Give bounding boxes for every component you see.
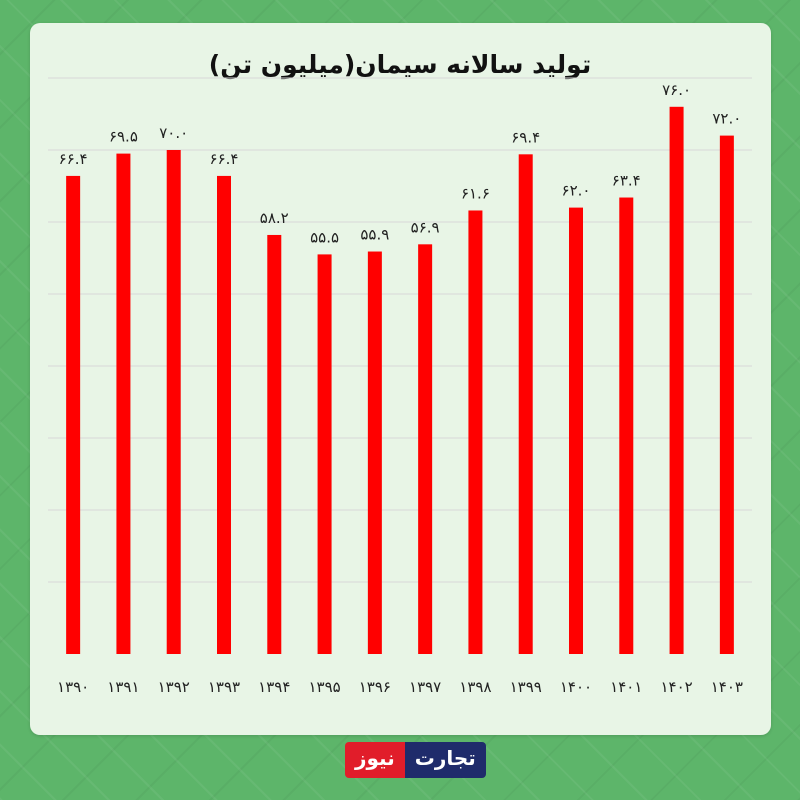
value-label: ۷۲.۰ (712, 110, 741, 128)
x-tick-label: ۱۴۰۱ (610, 678, 642, 696)
x-tick-label: ۱۴۰۲ (660, 678, 692, 696)
brand-part1: تجارت (404, 742, 486, 778)
bar (468, 210, 483, 655)
bar (669, 106, 684, 655)
bar (719, 135, 734, 655)
value-label: ۶۶.۴ (59, 150, 88, 168)
bar (66, 175, 81, 655)
value-label: ۶۱.۶ (461, 184, 490, 202)
value-label: ۷۶.۰ (662, 81, 691, 99)
value-label: ۶۶.۴ (210, 150, 239, 168)
value-label: ۶۹.۵ (109, 128, 138, 146)
bar (518, 154, 533, 654)
x-tick-label: ۱۴۰۰ (560, 678, 592, 696)
x-tick-label: ۱۳۹۶ (359, 678, 391, 696)
bar (317, 254, 332, 654)
x-tick-label: ۱۳۹۲ (158, 678, 190, 696)
bar (116, 153, 131, 654)
bar (619, 197, 634, 654)
value-label: ۶۹.۴ (511, 128, 540, 146)
bar (418, 244, 433, 654)
brand-logo: تجارت نیوز (345, 742, 486, 778)
value-label: ۷۰.۰ (159, 124, 188, 142)
x-tick-label: ۱۳۹۰ (57, 678, 89, 696)
bar (166, 150, 181, 654)
value-label: ۵۸.۲ (260, 209, 289, 227)
brand-part2: نیوز (345, 742, 405, 778)
value-label: ۶۳.۴ (612, 172, 641, 190)
bar (569, 207, 583, 654)
x-tick-label: ۱۳۹۸ (459, 678, 491, 696)
x-tick-label: ۱۳۹۳ (208, 678, 240, 696)
value-label: ۵۶.۹ (411, 218, 440, 236)
chart-title: تولید سالانه سیمان(میلیون تن) (208, 50, 592, 79)
x-tick-label: ۱۳۹۵ (308, 678, 340, 696)
x-tick-label: ۱۳۹۱ (107, 678, 139, 696)
value-label: ۶۲.۰ (562, 182, 591, 200)
bar (367, 251, 382, 654)
bar (217, 175, 231, 655)
bar (267, 234, 282, 654)
chart-card (30, 23, 771, 735)
value-label: ۵۵.۹ (360, 226, 389, 244)
value-label: ۵۵.۵ (310, 228, 339, 246)
x-tick-label: ۱۳۹۹ (510, 678, 542, 696)
x-tick-label: ۱۴۰۳ (711, 678, 743, 696)
x-tick-label: ۱۳۹۴ (258, 678, 290, 696)
x-tick-label: ۱۳۹۷ (409, 678, 441, 696)
